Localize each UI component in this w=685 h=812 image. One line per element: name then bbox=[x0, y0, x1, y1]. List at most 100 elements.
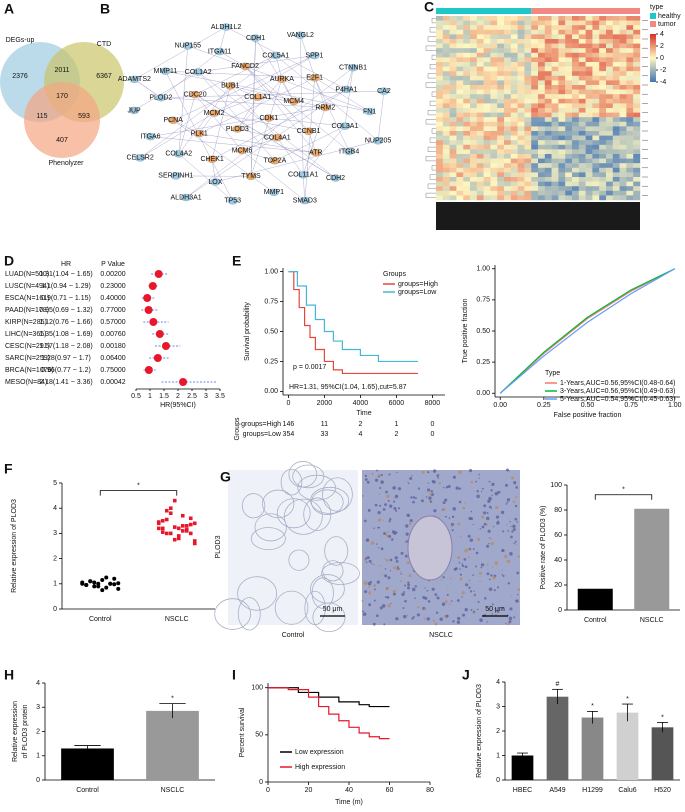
heatmap-cell bbox=[463, 172, 471, 178]
dendrogram bbox=[429, 137, 436, 143]
cell-nucleus bbox=[458, 487, 462, 490]
heatmap-cell bbox=[436, 195, 443, 201]
heatmap-cell bbox=[592, 186, 600, 191]
cell-nucleus bbox=[490, 507, 493, 510]
heatmap-cell bbox=[510, 131, 518, 136]
cell-nucleus bbox=[473, 590, 475, 592]
heatmap-cell bbox=[606, 108, 613, 113]
y-tick-label: 0 bbox=[558, 607, 562, 614]
data-point bbox=[184, 524, 189, 528]
significance-label: # bbox=[556, 681, 560, 688]
heatmap-cell bbox=[497, 167, 505, 173]
heatmap-cell bbox=[565, 112, 573, 118]
heatmap-cell bbox=[633, 140, 641, 145]
cell-nucleus bbox=[507, 582, 511, 585]
cell-nucleus bbox=[506, 498, 511, 502]
cell-nucleus bbox=[491, 603, 494, 606]
y-tick-label: 0.75 bbox=[264, 298, 278, 305]
alveolus bbox=[280, 468, 303, 496]
heatmap-cell bbox=[442, 85, 450, 90]
x-tick-label: 2.5 bbox=[187, 393, 197, 400]
heatmap-cell bbox=[619, 103, 627, 109]
heatmap-cell bbox=[619, 154, 627, 159]
heatmap-cell bbox=[538, 29, 545, 35]
heatmap-cell bbox=[531, 103, 539, 109]
heatmap-cell bbox=[497, 190, 505, 196]
data-point bbox=[112, 576, 117, 581]
heatmap-cell bbox=[456, 39, 464, 44]
heatmap-cell bbox=[619, 186, 627, 191]
cell-nucleus bbox=[507, 622, 510, 626]
heatmap-cell bbox=[517, 163, 525, 168]
heatmap-cell bbox=[517, 52, 525, 58]
heatmap-cell bbox=[456, 140, 464, 145]
heatmap-cell bbox=[606, 117, 613, 122]
data-point bbox=[180, 524, 185, 528]
cell-nucleus bbox=[457, 556, 461, 559]
heatmap-cell bbox=[619, 195, 627, 201]
heatmap-cell bbox=[517, 172, 525, 178]
heatmap-cell bbox=[490, 98, 498, 104]
network-edge bbox=[140, 55, 276, 158]
heatmap-cell bbox=[456, 195, 464, 201]
heatmap-cell bbox=[619, 190, 627, 196]
heatmap-cell bbox=[592, 57, 600, 63]
heatmap-cell bbox=[490, 163, 498, 168]
heatmap-cell bbox=[606, 80, 613, 86]
network-node bbox=[339, 122, 351, 130]
cell-nucleus bbox=[483, 504, 487, 508]
node-label: MMP11 bbox=[154, 68, 178, 75]
heatmap-cell bbox=[483, 195, 491, 201]
heatmap-cell bbox=[606, 112, 613, 118]
network-edge bbox=[199, 133, 316, 153]
data-point bbox=[176, 536, 181, 541]
heatmap-cell bbox=[476, 43, 484, 49]
heatmap-cell bbox=[510, 85, 518, 90]
heatmap-cell bbox=[599, 71, 607, 76]
heatmap-cell bbox=[578, 43, 586, 49]
heatmap-cell bbox=[463, 39, 471, 44]
heatmap-cell bbox=[517, 154, 525, 159]
heatmap-cell bbox=[436, 85, 443, 90]
heatmap-cell bbox=[626, 43, 634, 49]
network-edge bbox=[314, 77, 350, 152]
heatmap-cell bbox=[483, 48, 491, 53]
heatmap-cell bbox=[490, 57, 498, 63]
heatmap-cell bbox=[538, 131, 545, 136]
data-point bbox=[160, 526, 165, 531]
heatmap-cell bbox=[442, 52, 450, 58]
heatmap-cell bbox=[551, 62, 559, 67]
heatmap-cell bbox=[497, 29, 505, 35]
network-node bbox=[239, 62, 251, 70]
heatmap-cell bbox=[544, 34, 552, 40]
cell-nucleus bbox=[516, 521, 518, 523]
heatmap-cell bbox=[456, 16, 464, 21]
heatmap-cell bbox=[497, 112, 505, 118]
cell-nucleus bbox=[406, 513, 410, 517]
significance-bracket bbox=[594, 494, 653, 500]
heatmap-cell bbox=[626, 181, 634, 187]
x-tick-label: NSCLC bbox=[640, 617, 664, 624]
cell-nucleus bbox=[400, 570, 402, 573]
heatmap-cell bbox=[531, 108, 539, 113]
heatmap-cell bbox=[599, 52, 607, 58]
cell-nucleus bbox=[384, 574, 388, 578]
heatmap-cell bbox=[490, 149, 498, 155]
alveolus bbox=[237, 597, 261, 631]
heatmap-cell bbox=[538, 34, 545, 40]
heatmap-cell bbox=[633, 154, 641, 159]
network-edge bbox=[230, 85, 278, 138]
heatmap-cell bbox=[463, 140, 471, 145]
heatmap-cell bbox=[510, 163, 518, 168]
heatmap-cell bbox=[599, 154, 607, 159]
heatmap-cell bbox=[449, 66, 457, 72]
heatmap-cell bbox=[572, 117, 579, 122]
cell-nucleus bbox=[450, 525, 453, 528]
heatmap-cell bbox=[572, 39, 579, 44]
network-node bbox=[129, 75, 140, 84]
heatmap-cell bbox=[463, 85, 471, 90]
heatmap-cell bbox=[456, 85, 464, 90]
heatmap-cell bbox=[612, 172, 620, 178]
network-node bbox=[372, 137, 384, 145]
network-node bbox=[269, 157, 281, 165]
